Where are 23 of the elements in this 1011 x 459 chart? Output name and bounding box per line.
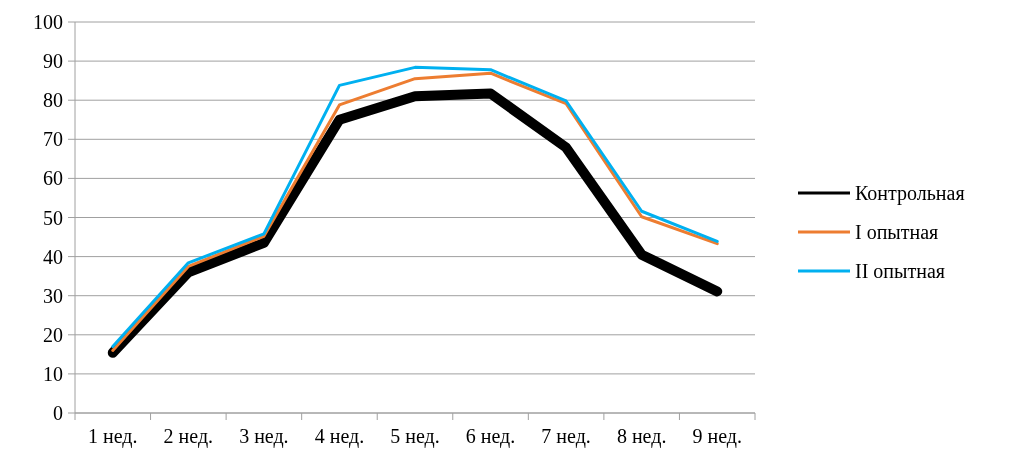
y-tick-label: 10 [43, 362, 63, 385]
x-tick-label: 3 нед. [239, 425, 289, 448]
legend-label: I опытная [855, 221, 939, 243]
y-tick-label: 70 [43, 128, 63, 151]
legend-label: Контрольная [855, 182, 965, 205]
y-tick-label: 100 [33, 11, 63, 33]
x-tick-label: 5 нед. [390, 425, 440, 448]
y-tick-label: 50 [43, 206, 63, 229]
y-tick-label: 80 [43, 89, 63, 112]
legend-label: II опытная [855, 260, 945, 282]
y-tick-label: 20 [43, 323, 63, 346]
x-tick-label: 8 нед. [616, 425, 667, 448]
x-tick-label: 9 нед. [692, 425, 742, 448]
x-tick-label: 1 нед. [88, 425, 138, 448]
y-tick-label: 60 [43, 167, 63, 190]
y-tick-label: 0 [53, 402, 63, 424]
x-tick-label: 6 нед. [465, 425, 516, 448]
x-tick-label: 4 нед. [314, 425, 365, 448]
y-tick-label: 90 [43, 50, 63, 73]
x-tick-label: 7 нед. [541, 425, 591, 448]
y-tick-label: 40 [43, 245, 63, 268]
x-tick-label: 2 нед. [163, 425, 214, 448]
y-tick-label: 30 [43, 284, 63, 307]
